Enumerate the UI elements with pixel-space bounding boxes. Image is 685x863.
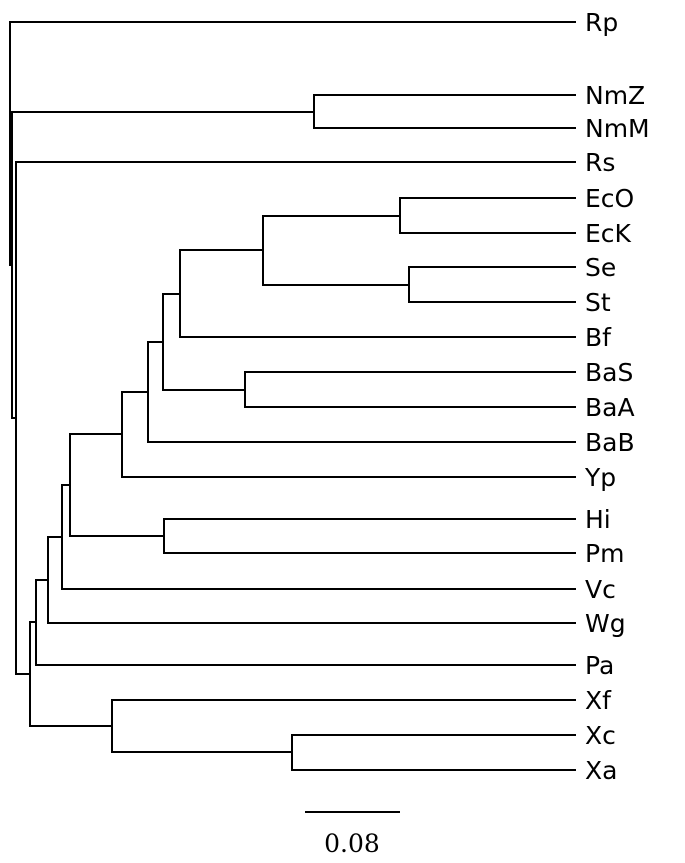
scale-bar: 0.08 <box>305 811 400 858</box>
tip-label-pm: Pm <box>585 539 624 568</box>
tip-label-pa: Pa <box>585 651 614 680</box>
tip-label-xc: Xc <box>585 721 616 750</box>
tip-label-baa: BaA <box>585 393 635 422</box>
tip-label-xf: Xf <box>585 686 612 715</box>
tip-label-bab: BaB <box>585 428 635 457</box>
tip-label-rp: Rp <box>585 8 618 37</box>
tip-label-nmz: NmZ <box>585 81 645 110</box>
tip-label-rs: Rs <box>585 148 615 177</box>
tip-label-se: Se <box>585 253 616 282</box>
tip-label-vc: Vc <box>585 575 616 604</box>
tip-label-eco: EcO <box>585 184 634 213</box>
tip-label-hi: Hi <box>585 505 611 534</box>
scale-bar-label: 0.08 <box>324 829 380 858</box>
tip-label-nmm: NmM <box>585 114 650 143</box>
tip-label-bf: Bf <box>585 323 612 352</box>
tip-label-st: St <box>585 288 611 317</box>
tip-label-eck: EcK <box>585 219 632 248</box>
tip-label-wg: Wg <box>585 609 626 638</box>
tip-label-bas: BaS <box>585 358 633 387</box>
tip-labels: Rp NmZ NmM Rs EcO EcK Se St Bf BaS BaA B… <box>584 8 650 785</box>
tip-label-yp: Yp <box>584 463 616 492</box>
tree-branches <box>9 21 576 771</box>
tip-label-xa: Xa <box>585 756 617 785</box>
